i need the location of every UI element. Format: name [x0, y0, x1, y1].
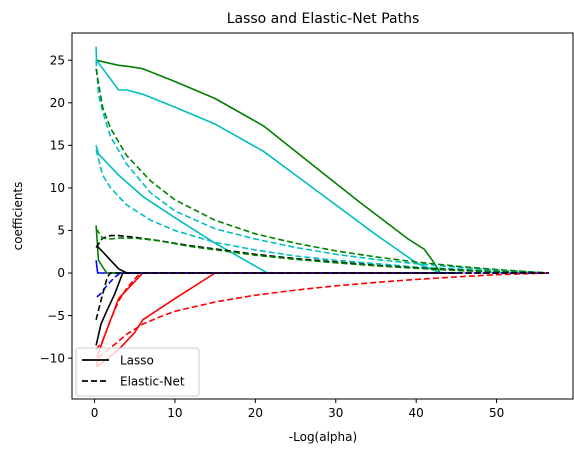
plot-frame — [71, 32, 574, 400]
x-tick-label: 30 — [328, 406, 343, 420]
x-tick-label: 50 — [489, 406, 504, 420]
lasso-path-8 — [95, 46, 457, 274]
x-tick-label: 40 — [409, 406, 424, 420]
plot-area — [72, 33, 573, 399]
lasso-path-4 — [95, 145, 457, 274]
chart-title: Lasso and Elastic-Net Paths — [227, 11, 420, 27]
y-tick-label: 10 — [50, 181, 65, 195]
legend-label-elastic-net: Elastic-Net — [120, 375, 185, 389]
legend: Lasso Elastic-Net — [75, 347, 200, 397]
elastic-net-path-17 — [96, 272, 549, 298]
elastic-net-path-11 — [95, 68, 549, 274]
x-axis: 0 10 20 30 40 50 — [91, 399, 504, 420]
x-tick-label: 20 — [248, 406, 263, 420]
lasso-path-7 — [95, 59, 457, 274]
x-tick-label: 0 — [91, 406, 99, 420]
y-axis-label: coefficients — [11, 182, 25, 251]
y-tick-label: 20 — [50, 96, 65, 110]
y-tick-label: 15 — [50, 139, 65, 153]
elastic-net-path-18 — [95, 272, 549, 320]
elastic-net-path-14 — [95, 228, 549, 274]
y-tick-label: 5 — [57, 224, 65, 238]
y-tick-label: −5 — [47, 309, 65, 323]
y-tick-label: 25 — [50, 53, 65, 67]
y-tick-label: −10 — [40, 351, 65, 365]
x-axis-label: -Log(alpha) — [289, 430, 357, 444]
x-tick-label: 10 — [167, 406, 182, 420]
y-axis: −10 −5 0 5 10 15 20 25 — [40, 53, 72, 365]
elastic-net-path-16 — [95, 272, 549, 351]
legend-label-lasso: Lasso — [120, 354, 154, 368]
y-tick-label: 0 — [57, 266, 65, 280]
elastic-net-path-10 — [95, 60, 549, 274]
